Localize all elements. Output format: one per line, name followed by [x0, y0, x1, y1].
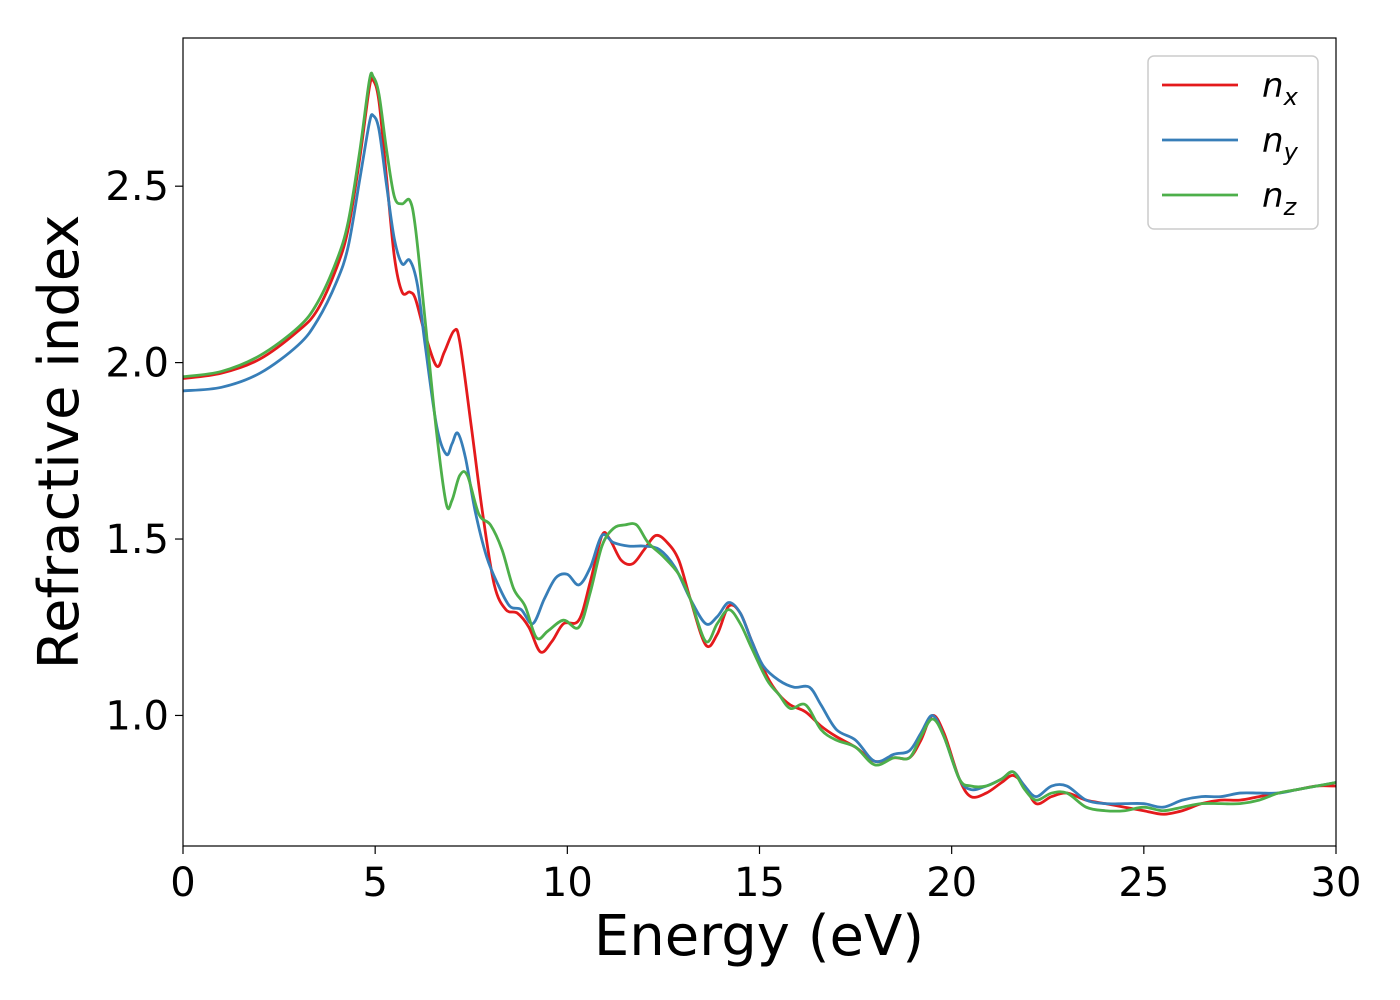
x-tick-label: 30: [1311, 860, 1362, 906]
legend-box: [1147, 55, 1319, 230]
x-tick-label: 0: [170, 860, 195, 906]
series-layer: [182, 71, 1337, 816]
legend-label-nz: nz: [1262, 176, 1298, 221]
y-tick-label: 2.0: [105, 341, 169, 387]
y-tick-label: 2.5: [105, 164, 169, 210]
x-tick-label: 5: [362, 860, 387, 906]
x-tick-label: 10: [542, 860, 593, 906]
x-axis-ticks: 0 5 10 15 20 25 30: [170, 846, 1361, 906]
x-tick-label: 25: [1118, 860, 1169, 906]
y-axis-ticks: 1.0 1.5 2.0 2.5: [105, 164, 183, 739]
y-tick-label: 1.5: [105, 517, 169, 563]
legend-label-ny: ny: [1262, 121, 1299, 166]
legend: nx ny nz: [1147, 55, 1319, 230]
series-line-nz: [182, 71, 1337, 813]
y-tick-label: 1.0: [105, 693, 169, 739]
x-axis-label: Energy (eV): [594, 904, 924, 969]
y-axis-label: Refractive index: [27, 215, 92, 670]
legend-label-nx: nx: [1262, 66, 1299, 111]
series-line-ny: [182, 113, 1337, 809]
x-tick-label: 15: [734, 860, 785, 906]
x-tick-label: 20: [926, 860, 977, 906]
